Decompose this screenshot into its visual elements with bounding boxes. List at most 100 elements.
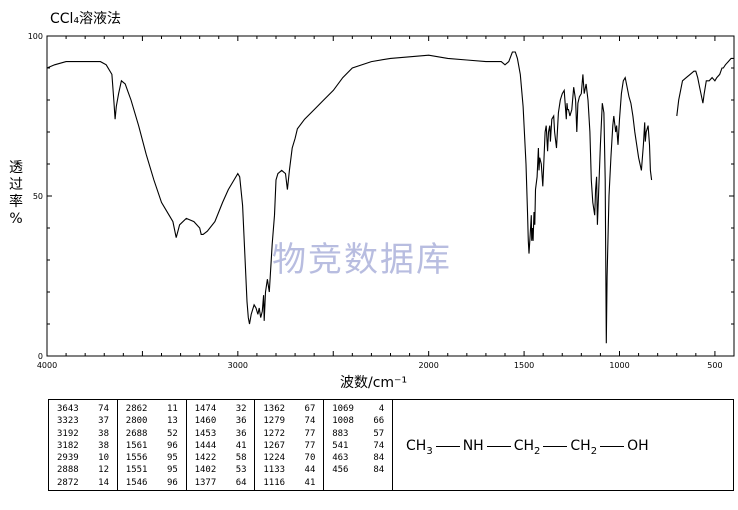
peak-row: 2688 52: [126, 428, 186, 440]
peak-wavenumber: 1267: [263, 440, 286, 451]
bond: [486, 445, 511, 447]
peak-row: 1272 77: [263, 428, 323, 440]
bond: [543, 445, 568, 447]
ir-spectrum-chart: 4000 3000 2000 1500 1000 500 0 50 100: [28, 32, 735, 370]
peak-row: 1422 58: [195, 452, 255, 464]
peak-wavenumber: 456: [332, 465, 349, 476]
peak-transmittance: 52: [166, 428, 178, 439]
peak-wavenumber: 1460: [194, 416, 217, 427]
peak-transmittance: 12: [98, 465, 109, 476]
x-axis-label: 波数/cm⁻¹: [340, 375, 408, 391]
peak-row: 3182 38: [57, 440, 117, 452]
peak-wavenumber: 2939: [57, 453, 79, 464]
peak-row: 1453 36: [195, 428, 255, 440]
peak-row: 541 74: [332, 440, 392, 452]
peak-wavenumber: 1362: [263, 404, 286, 414]
peak-wavenumber: 1444: [194, 440, 217, 451]
spectrum-line: [676, 57, 734, 117]
peak-table: 3643 74 3323 37 3192 38 3182 38 2939 10 2888 12 2872…: [48, 399, 393, 491]
peak-row: 2800 13: [126, 415, 186, 427]
peak-transmittance: 13: [166, 416, 178, 427]
bond: [600, 445, 625, 447]
peak-transmittance: 77: [304, 440, 316, 451]
x-tick-label: 1000: [609, 361, 629, 370]
peak-transmittance: 41: [304, 477, 316, 488]
peak-wavenumber: 2800: [125, 416, 148, 427]
y-tick-label: 50: [33, 192, 43, 201]
peak-wavenumber: 1008: [332, 416, 354, 427]
peak-transmittance: 37: [98, 416, 109, 427]
peak-transmittance: 36: [235, 428, 247, 439]
y-tick-label: 0: [38, 352, 43, 361]
peak-wavenumber: 883: [332, 428, 349, 439]
peak-wavenumber: 463: [332, 453, 349, 464]
peak-transmittance: 64: [235, 477, 247, 488]
peak-transmittance: 84: [373, 453, 385, 464]
peak-transmittance: 38: [98, 440, 109, 451]
peak-transmittance: 36: [235, 416, 247, 427]
peak-wavenumber: 1116: [263, 477, 286, 488]
peak-row: 463 84: [332, 452, 392, 464]
peak-wavenumber: 1474: [194, 404, 217, 414]
chart-title: CCl₄溶液法: [50, 11, 122, 27]
peak-wavenumber: 2862: [125, 404, 148, 414]
peak-wavenumber: 1546: [125, 477, 148, 488]
peak-row: 1561 96: [126, 440, 186, 452]
peak-transmittance: 14: [98, 477, 109, 488]
peak-row: 1267 77: [263, 440, 323, 452]
peak-column: 2862 11 2800 13 2688 52 1561 96 1556 95 1551 95 1546…: [118, 400, 187, 490]
peak-transmittance: 41: [235, 440, 247, 451]
y-axis-label-char: 透: [9, 160, 23, 176]
peak-row: 1116 41: [263, 477, 323, 489]
peak-column: 1474 32 1460 36 1453 36 1444 41 1422 58 1402 53 1377…: [187, 400, 256, 490]
peak-transmittance: 74: [98, 404, 109, 414]
peak-wavenumber: 1561: [125, 440, 148, 451]
peak-row: 1551 95: [126, 464, 186, 476]
peak-transmittance: 57: [373, 428, 385, 439]
peak-column: 1069 4 1008 66 883 57 541 74 463 84 456 84: [324, 400, 392, 490]
peak-transmittance: 10: [98, 453, 109, 464]
peak-row: 1546 96: [126, 477, 186, 489]
x-tick-label: 4000: [37, 361, 57, 370]
peak-transmittance: 32: [235, 404, 247, 414]
peak-transmittance: 96: [166, 477, 178, 488]
peak-transmittance: 95: [166, 453, 178, 464]
peak-wavenumber: 1556: [125, 453, 148, 464]
peak-wavenumber: 1272: [263, 428, 286, 439]
peak-wavenumber: 2688: [125, 428, 148, 439]
peak-column: 3643 74 3323 37 3192 38 3182 38 2939 10 2888 12 2872…: [49, 400, 118, 490]
peak-transmittance: 74: [304, 416, 316, 427]
peak-row: 456 84: [332, 464, 392, 476]
y-tick-label: 100: [28, 32, 43, 41]
peak-row: 1008 66: [332, 415, 392, 427]
peak-row: 1556 95: [126, 452, 186, 464]
peak-transmittance: 84: [373, 465, 385, 476]
peak-row: 1460 36: [195, 415, 255, 427]
peak-row: 1402 53: [195, 464, 255, 476]
peak-wavenumber: 1069: [332, 404, 354, 414]
peak-wavenumber: 1377: [194, 477, 217, 488]
peak-transmittance: 53: [235, 465, 247, 476]
peak-transmittance: 95: [166, 465, 178, 476]
peak-transmittance: 77: [304, 428, 316, 439]
peak-transmittance: 74: [373, 440, 385, 451]
peak-transmittance: 67: [304, 404, 316, 414]
peak-transmittance: 44: [304, 465, 316, 476]
peak-row: 1377 64: [195, 477, 255, 489]
peak-wavenumber: 2872: [57, 477, 79, 488]
peak-transmittance: 70: [304, 453, 316, 464]
peak-row: 2862 11: [126, 403, 186, 415]
peak-row: 1279 74: [263, 415, 323, 427]
peak-row: 3192 38: [57, 428, 117, 440]
group-oh: OH: [627, 438, 649, 454]
peak-wavenumber: 541: [332, 440, 349, 451]
peak-wavenumber: 1453: [194, 428, 217, 439]
peak-transmittance: 66: [373, 416, 385, 427]
peak-row: 1474 32: [195, 403, 255, 415]
peak-row: 1444 41: [195, 440, 255, 452]
peak-wavenumber: 1551: [125, 465, 148, 476]
group-ch3: CH3: [406, 438, 433, 457]
y-axis-label-char: 过: [9, 177, 23, 193]
peak-wavenumber: 3192: [57, 428, 79, 439]
bond: [435, 445, 460, 447]
